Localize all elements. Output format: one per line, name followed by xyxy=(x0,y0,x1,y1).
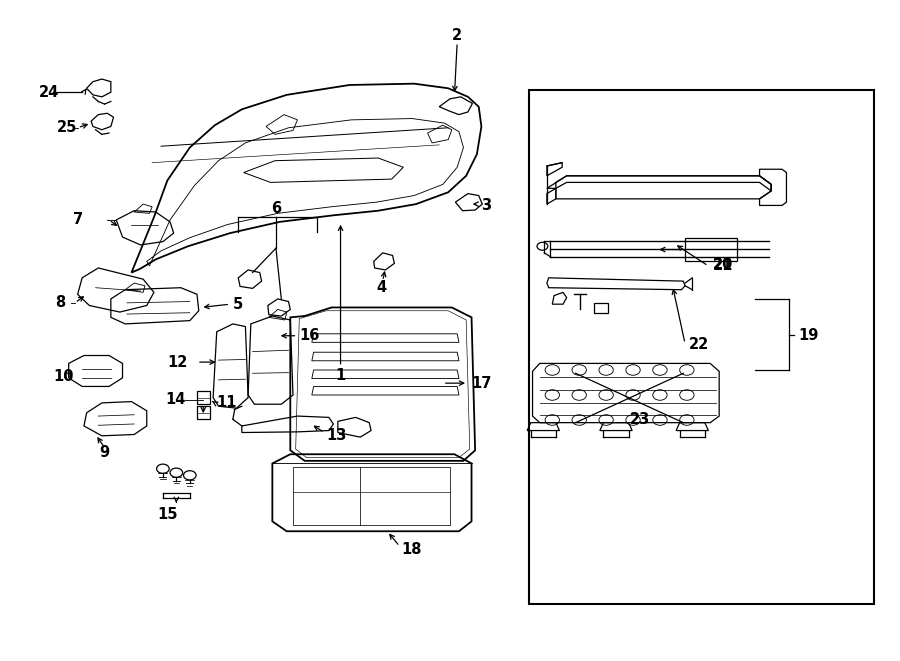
Text: 25: 25 xyxy=(57,120,77,136)
Text: 9: 9 xyxy=(100,446,110,461)
Text: 11: 11 xyxy=(217,395,238,410)
Text: 2: 2 xyxy=(452,28,463,43)
Text: 7: 7 xyxy=(73,212,84,227)
Text: 8: 8 xyxy=(55,295,66,311)
Text: 6: 6 xyxy=(271,201,281,216)
Text: 20: 20 xyxy=(713,257,734,272)
Text: 4: 4 xyxy=(377,280,387,295)
Text: 22: 22 xyxy=(688,338,709,352)
Text: 16: 16 xyxy=(300,329,319,343)
Text: 14: 14 xyxy=(165,392,185,407)
Text: 17: 17 xyxy=(472,375,492,391)
Bar xyxy=(685,239,737,260)
Text: 19: 19 xyxy=(798,328,818,342)
Text: 10: 10 xyxy=(53,369,74,384)
Text: 1: 1 xyxy=(336,368,346,383)
Text: 5: 5 xyxy=(233,297,243,312)
Text: 21: 21 xyxy=(713,258,734,274)
Text: 13: 13 xyxy=(326,428,346,444)
Bar xyxy=(529,91,875,603)
Text: 18: 18 xyxy=(401,541,422,557)
Text: 23: 23 xyxy=(629,412,650,427)
Text: 12: 12 xyxy=(167,354,188,369)
Text: 15: 15 xyxy=(158,507,177,522)
Text: 24: 24 xyxy=(39,85,59,100)
Text: 3: 3 xyxy=(482,198,491,213)
